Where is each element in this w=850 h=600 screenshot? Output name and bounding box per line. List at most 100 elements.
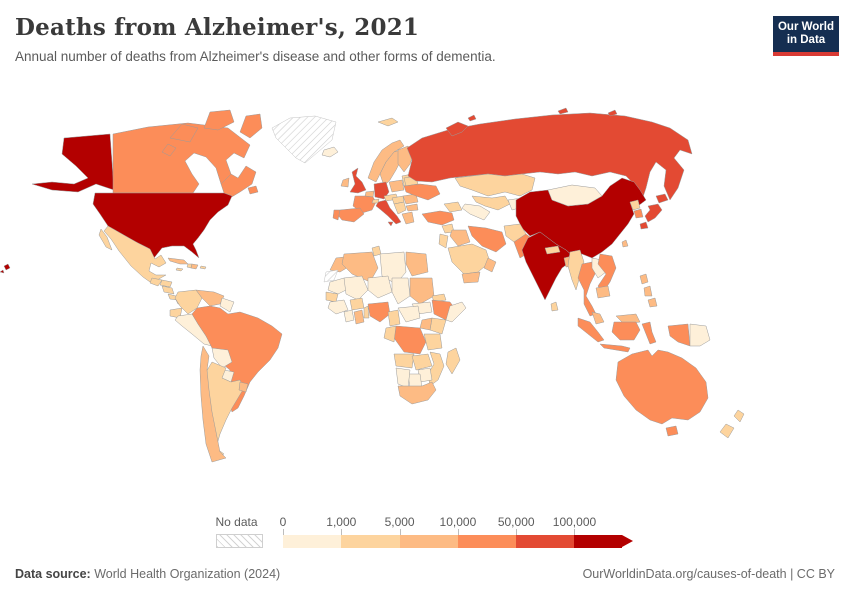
country-russia-island1[interactable] [467,114,477,122]
country-mongolia[interactable] [547,184,603,207]
country-zambia[interactable] [411,353,433,371]
country-mali[interactable] [343,275,369,301]
country-philippines-luzon[interactable] [639,273,649,285]
country-spain[interactable] [336,207,365,223]
country-honduras[interactable] [159,279,173,288]
owid-logo[interactable]: Our World in Data [773,16,839,56]
legend-bin-3[interactable]: 10,000 [440,515,517,548]
country-russia-island2[interactable] [557,107,569,115]
country-bolivia[interactable] [211,347,233,369]
country-south-korea[interactable] [633,208,644,219]
country-somalia[interactable] [445,301,467,323]
country-kazakhstan[interactable] [454,173,536,197]
legend-swatch[interactable] [516,535,575,548]
country-ghana[interactable] [353,309,365,325]
country-united-kingdom[interactable] [349,167,367,194]
country-sudan[interactable] [409,277,435,305]
legend-bin-0[interactable]: 0 [280,515,342,548]
country-niger[interactable] [367,275,393,299]
country-saudi-arabia[interactable] [447,243,491,275]
country-indonesia-sumatra[interactable] [577,317,605,343]
legend-bin-5[interactable]: 100,000 [553,515,623,548]
legend-swatch[interactable] [283,535,342,548]
country-turkmenistan[interactable] [461,203,491,221]
country-alaska[interactable] [31,133,115,193]
country-guyanas[interactable] [219,297,235,313]
country-japan-honshu[interactable] [644,203,663,223]
country-oman[interactable] [483,257,497,273]
country-greenland[interactable] [271,115,337,164]
country-tunisia[interactable] [371,245,382,257]
country-taiwan[interactable] [621,239,629,248]
legend-swatch[interactable] [341,535,400,548]
country-dominican-republic[interactable] [190,263,199,270]
country-guatemala[interactable] [149,277,163,287]
legend-bin-4[interactable]: 50,000 [498,515,575,548]
country-malaysia-borneo[interactable] [615,313,641,325]
country-papua-new-guinea[interactable] [689,323,711,347]
country-north-korea[interactable] [629,199,641,211]
country-cambodia[interactable] [595,285,611,299]
country-novaya-zemlya[interactable] [445,121,469,137]
country-cuba[interactable] [167,257,189,265]
country-chad[interactable] [391,277,411,305]
country-russia-island3[interactable] [607,109,618,117]
country-iran[interactable] [467,225,507,253]
country-indonesia-papua[interactable] [667,323,691,347]
country-iceland[interactable] [321,146,339,158]
country-canada-arctic1[interactable] [169,123,199,143]
country-western-sahara[interactable] [323,269,339,283]
country-cameroon[interactable] [387,309,401,327]
country-indonesia-java[interactable] [599,343,631,353]
legend-swatch[interactable] [399,535,458,548]
country-nigeria[interactable] [367,301,391,323]
country-new-zealand-north[interactable] [733,409,745,423]
country-balkans[interactable] [393,201,407,215]
country-central-african-republic[interactable] [397,305,421,323]
country-greece[interactable] [401,211,415,225]
country-congo-gabon[interactable] [383,325,397,343]
country-yemen[interactable] [461,271,481,284]
country-egypt[interactable] [405,251,429,277]
country-japan-kyushu[interactable] [639,221,649,230]
country-tasmania[interactable] [665,425,679,437]
country-senegal[interactable] [325,291,339,303]
country-indonesia-sulawesi[interactable] [641,321,657,345]
country-benin-togo[interactable] [363,305,370,319]
country-norway[interactable] [367,139,405,183]
country-new-zealand-south[interactable] [719,423,735,439]
country-mozambique-malawi[interactable] [427,351,445,387]
country-philippines-mindanao[interactable] [647,297,658,308]
country-ukraine[interactable] [403,183,441,201]
legend-bin-1[interactable]: 1,000 [326,515,400,548]
country-mexico[interactable] [103,225,167,283]
country-iraq[interactable] [449,229,471,247]
country-madagascar[interactable] [445,347,461,375]
footer-link[interactable]: OurWorldinData.org/causes-of-death | CC … [582,567,835,581]
country-ivory-coast[interactable] [343,309,355,323]
country-canada-arctic4[interactable] [161,143,177,157]
country-caucasus[interactable] [443,201,463,213]
country-japan-hokkaido[interactable] [655,193,669,204]
legend-no-data-swatch[interactable] [216,534,263,548]
country-canada-arctic2[interactable] [203,109,235,131]
country-nicaragua[interactable] [161,285,175,295]
country-burkina-faso[interactable] [349,297,365,311]
country-sri-lanka[interactable] [550,301,559,312]
country-philippines-visayas[interactable] [643,285,653,297]
country-switzerland[interactable] [371,198,380,204]
country-australia[interactable] [615,349,709,425]
country-namibia[interactable] [395,367,411,389]
country-tanzania[interactable] [423,333,443,351]
country-sicily[interactable] [387,221,394,227]
country-south-africa[interactable] [397,381,437,405]
legend-bin-2[interactable]: 5,000 [385,515,458,548]
country-poland[interactable] [388,179,405,193]
country-india[interactable] [521,231,576,301]
legend-swatch[interactable] [457,535,517,548]
country-chile[interactable] [199,345,227,463]
country-venezuela[interactable] [195,289,225,307]
country-guinea[interactable] [327,299,349,315]
country-indonesia-kalimantan[interactable] [611,321,641,341]
country-italy[interactable] [375,199,402,225]
